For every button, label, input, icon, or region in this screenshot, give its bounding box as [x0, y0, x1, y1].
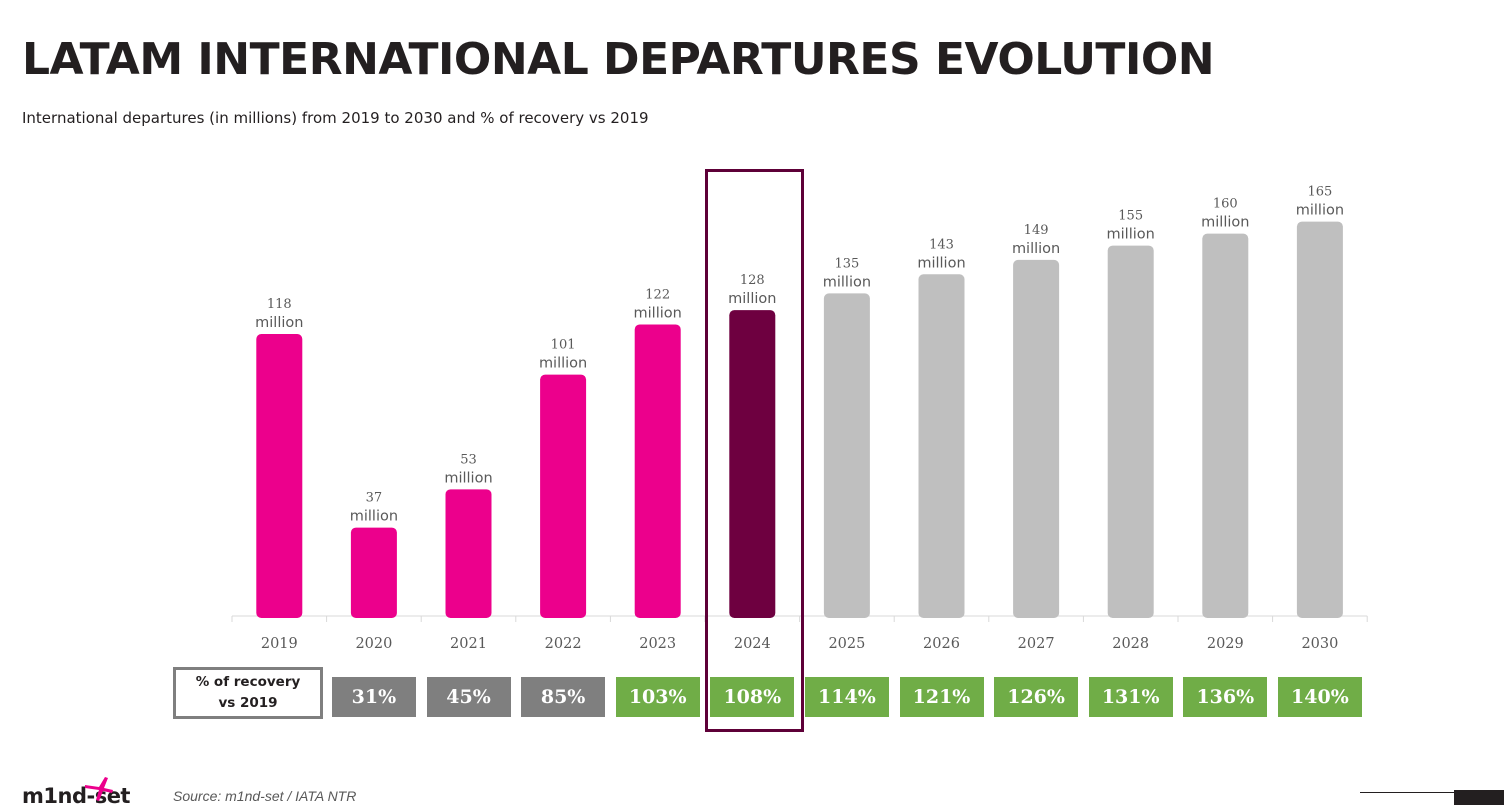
- data-label-value: 155: [1118, 209, 1143, 224]
- x-tick-label: 2023: [639, 636, 676, 652]
- data-label-unit: million: [1201, 215, 1249, 231]
- recovery-cell-2028: 131%: [1088, 677, 1173, 717]
- data-label-value: 160: [1213, 197, 1238, 212]
- recovery-cell-2022: 85%: [521, 677, 606, 717]
- recovery-cell-2026: 121%: [899, 677, 984, 717]
- data-label-value: 118: [267, 297, 292, 312]
- bar-2022: [540, 374, 587, 618]
- x-tick-label: 2021: [450, 636, 487, 652]
- data-label-unit: million: [1012, 241, 1060, 257]
- page-title: LATAM INTERNATIONAL DEPARTURES EVOLUTION: [22, 34, 1215, 85]
- data-label-unit: million: [823, 274, 871, 290]
- data-label-value: 165: [1307, 185, 1332, 200]
- data-label-value: 53: [460, 452, 477, 467]
- footer-page-tab: [1454, 790, 1504, 805]
- recovery-cell-2021: 45%: [426, 677, 511, 717]
- data-label-unit: million: [917, 255, 965, 271]
- bar-2026: [918, 274, 965, 618]
- departures-bar-chart: 118 million 2019 37 million 2020 53 million 2021…: [231, 185, 1368, 652]
- recovery-cell-2023: 103%: [615, 677, 700, 717]
- data-label-value: 143: [929, 237, 954, 252]
- bar-2021: [445, 489, 492, 618]
- recovery-cell-2025: 114%: [804, 677, 889, 717]
- x-tick-label: 2019: [261, 636, 298, 652]
- bar-2024: [729, 310, 776, 618]
- data-label-unit: million: [350, 509, 398, 525]
- page-subtitle: International departures (in millions) f…: [22, 109, 649, 127]
- data-label-unit: million: [539, 356, 587, 372]
- recovery-label: % of recovery vs 2019: [173, 667, 323, 719]
- bar-2028: [1107, 245, 1154, 618]
- x-tick-label: 2022: [545, 636, 582, 652]
- x-tick-label: 2024: [734, 636, 771, 652]
- bar-2020: [350, 527, 397, 618]
- bar-2029: [1202, 233, 1249, 618]
- logo-text: m1nd-set: [22, 784, 130, 805]
- x-tick-label: 2020: [355, 636, 392, 652]
- bar-2019: [256, 334, 303, 618]
- bar-2027: [1013, 259, 1060, 618]
- data-label-unit: million: [444, 470, 492, 486]
- recovery-cell-2027: 126%: [994, 677, 1079, 717]
- data-label-unit: million: [634, 305, 682, 321]
- x-tick-label: 2030: [1301, 636, 1338, 652]
- data-label-value: 149: [1024, 223, 1049, 238]
- x-tick-label: 2025: [828, 636, 865, 652]
- mindset-logo: m1nd-set: [22, 777, 131, 805]
- data-label-value: 122: [645, 287, 670, 302]
- recovery-cell-2020: 31%: [331, 677, 416, 717]
- footer-divider: [1360, 792, 1454, 793]
- data-label-value: 128: [740, 273, 765, 288]
- source-note: Source: m1nd-set / IATA NTR: [173, 788, 357, 804]
- bar-2030: [1296, 221, 1343, 618]
- bar-2025: [823, 293, 870, 618]
- data-label-unit: million: [255, 315, 303, 331]
- data-label-unit: million: [728, 291, 776, 307]
- data-label-value: 37: [366, 491, 383, 506]
- recovery-cell-2030: 140%: [1277, 677, 1362, 717]
- x-tick-label: 2029: [1207, 636, 1244, 652]
- bar-2023: [634, 324, 681, 618]
- recovery-cell-2024: 108%: [710, 677, 795, 717]
- airplane-icon: [85, 777, 113, 801]
- data-label-unit: million: [1296, 203, 1344, 219]
- recovery-cell-2029: 136%: [1183, 677, 1268, 717]
- data-label-value: 101: [551, 338, 576, 353]
- x-tick-label: 2026: [923, 636, 960, 652]
- data-label-unit: million: [1107, 227, 1155, 243]
- x-tick-label: 2027: [1018, 636, 1055, 652]
- data-label-value: 135: [834, 256, 859, 271]
- x-tick-label: 2028: [1112, 636, 1149, 652]
